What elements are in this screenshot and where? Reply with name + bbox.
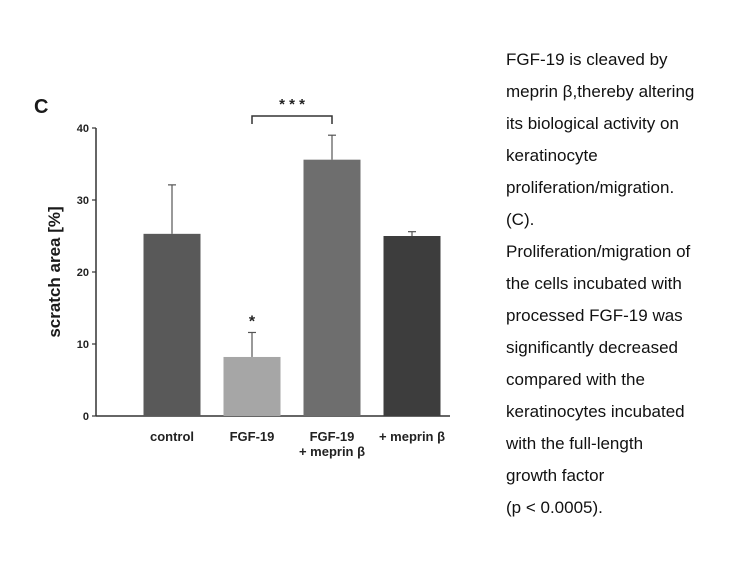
caption-line: with the full-length [506, 434, 644, 453]
panel-label: C [34, 96, 48, 118]
caption-line: keratinocytes incubated [506, 402, 685, 421]
y-tick-label: 40 [77, 123, 89, 135]
caption-line: FGF-19 is cleaved by [506, 50, 668, 69]
caption-line: (p < 0.0005). [506, 498, 603, 517]
y-tick-label: 30 [77, 195, 89, 207]
y-axis-label: scratch area [%] [45, 206, 64, 337]
figure-caption: FGF-19 is cleaved by meprin β,thereby alt… [506, 44, 746, 524]
caption-line: Proliferation/migration of [506, 242, 691, 261]
bar [143, 233, 201, 416]
caption-line: proliferation/migration. [506, 178, 675, 197]
significance-bracket [251, 115, 333, 124]
y-tick-label: 20 [77, 267, 89, 279]
bar [223, 356, 281, 416]
x-category-label: control [150, 429, 194, 444]
bar-chart: C scratch area [%] 0 10 20 30 40 control FGF-1… [34, 96, 450, 459]
x-category-label: + meprin β [299, 444, 365, 459]
caption-line: compared with the [506, 370, 645, 389]
caption-line: meprin β,thereby altering [506, 82, 695, 101]
caption-line: processed FGF-19 was [506, 306, 683, 325]
significance-star: * [249, 313, 256, 330]
caption-line: growth factor [506, 466, 605, 485]
significance-stars: * * * [279, 96, 305, 113]
caption-line: (C). [506, 210, 535, 229]
caption-line: the cells incubated with [506, 274, 682, 293]
x-category-label: + meprin β [379, 429, 445, 444]
caption-line: significantly decreased [506, 338, 678, 357]
caption-line: keratinocyte [506, 146, 598, 165]
x-category-label: FGF-19 [310, 429, 355, 444]
bar [303, 159, 361, 416]
y-tick-label: 0 [83, 411, 89, 423]
caption-line: its biological activity on [506, 114, 679, 133]
y-tick-label: 10 [77, 339, 89, 351]
bar [383, 236, 441, 416]
x-category-label: FGF-19 [230, 429, 275, 444]
